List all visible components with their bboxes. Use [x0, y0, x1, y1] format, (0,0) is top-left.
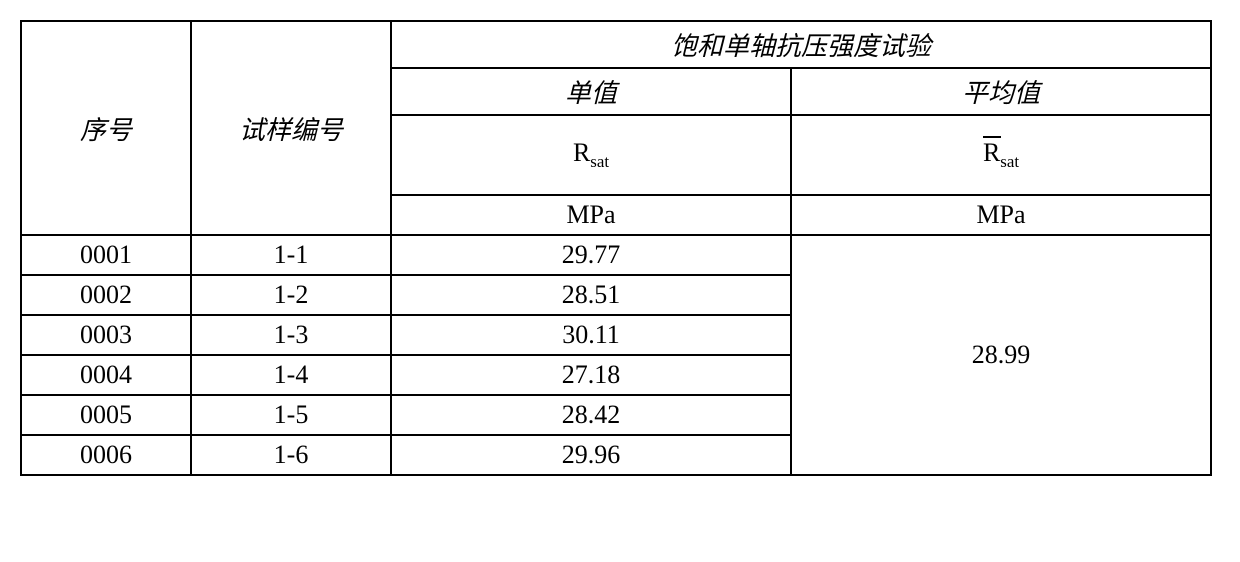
- cell-value: 28.42: [391, 395, 791, 435]
- cell-seq: 0005: [21, 395, 191, 435]
- rsat-bar-base: R: [983, 138, 1000, 167]
- header-single-value: 单值: [391, 68, 791, 115]
- cell-seq: 0003: [21, 315, 191, 355]
- header-average-value: 平均值: [791, 68, 1211, 115]
- cell-sample: 1-5: [191, 395, 391, 435]
- cell-value: 27.18: [391, 355, 791, 395]
- header-unit-single: MPa: [391, 195, 791, 235]
- rsat-bar-sub: sat: [1000, 152, 1019, 171]
- cell-seq: 0001: [21, 235, 191, 275]
- cell-sample: 1-1: [191, 235, 391, 275]
- cell-value: 30.11: [391, 315, 791, 355]
- header-group-title: 饱和单轴抗压强度试验: [391, 21, 1211, 68]
- cell-sample: 1-4: [191, 355, 391, 395]
- overline-bar: [983, 136, 1001, 138]
- compressive-strength-table: 序号 试样编号 饱和单轴抗压强度试验 单值 平均值 Rsat R sat MPa…: [20, 20, 1212, 476]
- header-symbol-rsat: Rsat: [391, 115, 791, 195]
- cell-value: 29.96: [391, 435, 791, 475]
- header-symbol-rsat-bar: R sat: [791, 115, 1211, 195]
- table-row: 0001 1-1 29.77 28.99: [21, 235, 1211, 275]
- cell-value: 28.51: [391, 275, 791, 315]
- cell-sample: 1-6: [191, 435, 391, 475]
- header-sample: 试样编号: [191, 21, 391, 235]
- rsat-base: R: [573, 138, 590, 167]
- cell-seq: 0002: [21, 275, 191, 315]
- cell-seq: 0004: [21, 355, 191, 395]
- header-unit-average: MPa: [791, 195, 1211, 235]
- rsat-sub: sat: [590, 152, 609, 171]
- header-seq: 序号: [21, 21, 191, 235]
- cell-sample: 1-3: [191, 315, 391, 355]
- cell-average: 28.99: [791, 235, 1211, 475]
- cell-seq: 0006: [21, 435, 191, 475]
- cell-value: 29.77: [391, 235, 791, 275]
- cell-sample: 1-2: [191, 275, 391, 315]
